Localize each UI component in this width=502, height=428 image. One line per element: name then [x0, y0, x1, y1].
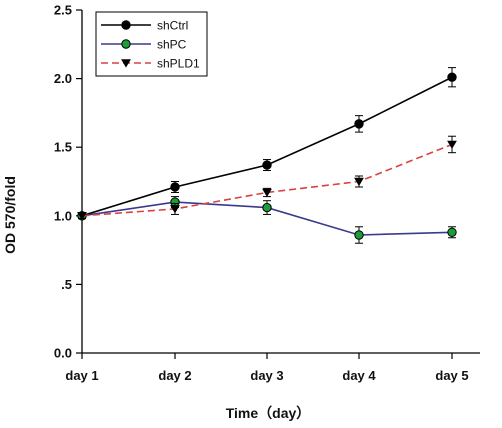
legend-marker [121, 59, 131, 68]
y-tick-label: 2.0 [54, 71, 72, 86]
series-layer [77, 67, 457, 244]
x-tick-label: day 2 [158, 368, 191, 383]
data-point [170, 182, 180, 192]
y-tick-label: .5 [61, 277, 72, 292]
legend-item: shCtrl [101, 19, 188, 33]
legend-label: shPLD1 [157, 57, 200, 71]
axes [81, 10, 480, 354]
x-tick-label: day 4 [342, 368, 376, 383]
data-point [354, 119, 364, 129]
data-point [262, 202, 272, 213]
legend-item: shPC [101, 38, 187, 52]
legend-marker [121, 20, 131, 30]
series-shPLD1 [77, 135, 457, 221]
data-point [77, 212, 87, 221]
legend-marker [121, 39, 131, 49]
legend-item: shPLD1 [101, 57, 200, 71]
y-tick-label: 1.0 [54, 208, 72, 223]
data-point [262, 160, 272, 170]
legend-label: shPC [157, 38, 187, 52]
data-point [354, 177, 364, 187]
y-tick-label: 1.5 [54, 140, 72, 155]
x-tick-label: day 5 [435, 368, 468, 383]
data-point [170, 205, 180, 214]
y-tick-label: 2.5 [54, 3, 72, 18]
series-shCtrl [77, 67, 457, 221]
data-point [354, 230, 364, 240]
legend: shCtrl shPC shPLD1 [95, 11, 208, 77]
x-tick-label: day 1 [65, 368, 98, 383]
x-axis-ticks: day 1 day 2 day 3 day 4 day 5 [65, 353, 469, 383]
y-tick-label: 0.0 [54, 346, 72, 361]
data-point [447, 227, 457, 237]
y-axis-title: OD 570/fold [2, 176, 18, 254]
series-line [81, 143, 453, 217]
series-shPC [77, 196, 457, 244]
data-point [262, 188, 272, 198]
x-axis-title: Time（day） [226, 405, 311, 421]
y-axis-ticks: 0.0 .5 1.0 1.5 2.0 2.5 [54, 3, 82, 361]
data-point [447, 140, 457, 150]
data-point [447, 72, 457, 82]
x-tick-label: day 3 [250, 368, 283, 383]
legend-label: shCtrl [157, 19, 188, 33]
